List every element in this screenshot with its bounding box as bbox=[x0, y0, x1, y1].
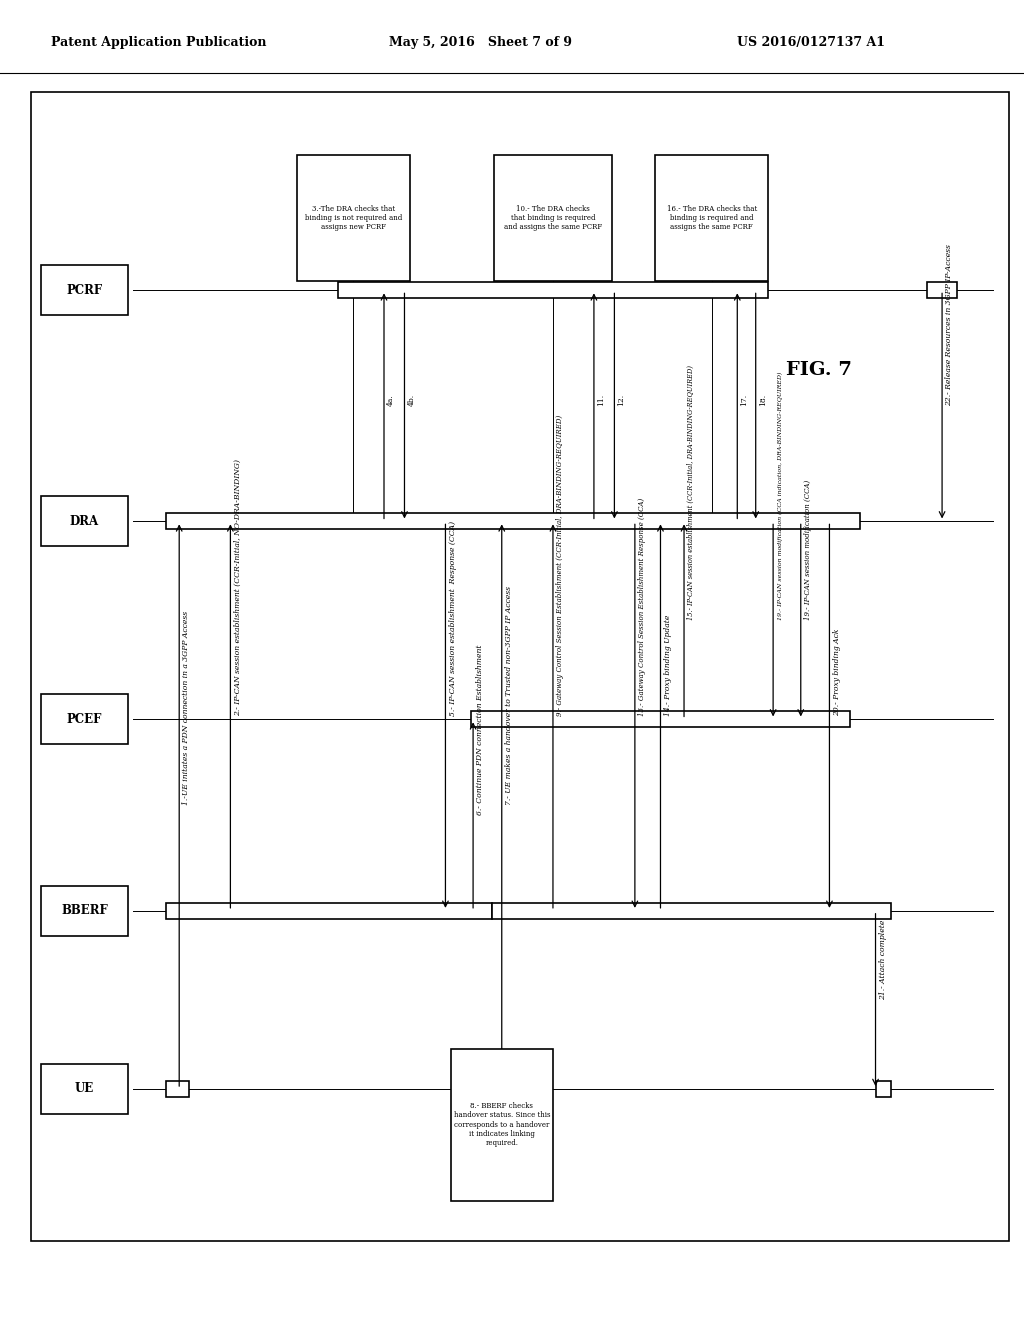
Bar bbox=[166, 903, 492, 919]
Text: 4a.: 4a. bbox=[387, 395, 395, 407]
Text: 12.: 12. bbox=[617, 393, 626, 407]
Text: 19.- IP-CAN session modification (CCA indication, DRA-BINDING-REQUIRED): 19.- IP-CAN session modification (CCA in… bbox=[777, 372, 783, 620]
Text: 5.- IP-CAN session establishment  Response (CCA): 5.- IP-CAN session establishment Respons… bbox=[449, 521, 457, 715]
Bar bbox=[471, 711, 850, 727]
Bar bbox=[41, 1064, 128, 1114]
Text: 18.: 18. bbox=[759, 393, 767, 407]
Text: 15.- IP-CAN session establishment (CCR-Initial, DRA-BINDING-REQUIRED): 15.- IP-CAN session establishment (CCR-I… bbox=[687, 366, 695, 620]
Text: UE: UE bbox=[75, 1082, 94, 1096]
Bar bbox=[876, 1081, 891, 1097]
Text: PCEF: PCEF bbox=[67, 713, 102, 726]
Bar bbox=[166, 513, 860, 529]
Text: 3.-The DRA checks that
binding is not required and
assigns new PCRF: 3.-The DRA checks that binding is not re… bbox=[305, 205, 401, 231]
Text: 22.- Release Resources in 3GPP IP-Access: 22.- Release Resources in 3GPP IP-Access bbox=[945, 244, 953, 407]
Text: FIG. 7: FIG. 7 bbox=[786, 360, 852, 379]
Text: 20.- Proxy binding Ack: 20.- Proxy binding Ack bbox=[833, 628, 841, 715]
Text: 14.- Proxy binding Update: 14.- Proxy binding Update bbox=[664, 615, 672, 715]
Text: May 5, 2016   Sheet 7 of 9: May 5, 2016 Sheet 7 of 9 bbox=[389, 36, 572, 49]
Bar bbox=[41, 886, 128, 936]
Text: 2.- IP-CAN session establishment (CCR-Initial, NO-DRA-BINDING): 2.- IP-CAN session establishment (CCR-In… bbox=[233, 459, 242, 715]
Text: 17.: 17. bbox=[740, 393, 749, 407]
Bar bbox=[31, 92, 1009, 1241]
Text: 11.: 11. bbox=[597, 393, 605, 407]
Bar bbox=[338, 282, 768, 298]
Bar bbox=[41, 265, 128, 315]
Text: DRA: DRA bbox=[70, 515, 99, 528]
Text: BBERF: BBERF bbox=[61, 904, 108, 917]
Bar bbox=[492, 903, 891, 919]
Text: 19.- IP-CAN session modification (CCA): 19.- IP-CAN session modification (CCA) bbox=[804, 480, 812, 620]
Text: 16.- The DRA checks that
binding is required and
assigns the same PCRF: 16.- The DRA checks that binding is requ… bbox=[667, 205, 757, 231]
Bar bbox=[297, 156, 410, 281]
Text: 21.- Attach complete: 21.- Attach complete bbox=[879, 920, 887, 1001]
Bar bbox=[451, 1048, 553, 1201]
Text: 7.- UE makes a handover to Trusted non-3GPP IP Access: 7.- UE makes a handover to Trusted non-3… bbox=[505, 586, 513, 805]
Text: 8.- BBERF checks
handover status. Since this
corresponds to a handover
it indica: 8.- BBERF checks handover status. Since … bbox=[454, 1102, 550, 1147]
Text: 10.- The DRA checks
that binding is required
and assigns the same PCRF: 10.- The DRA checks that binding is requ… bbox=[504, 205, 602, 231]
Text: 1.-UE initates a PDN connection in a 3GPP Access: 1.-UE initates a PDN connection in a 3GP… bbox=[182, 611, 190, 805]
Bar bbox=[495, 156, 612, 281]
Bar bbox=[41, 694, 128, 744]
Bar bbox=[41, 496, 128, 546]
Text: PCRF: PCRF bbox=[67, 284, 102, 297]
Text: Patent Application Publication: Patent Application Publication bbox=[51, 36, 266, 49]
Text: 6.- Continue PDN connection Establishment: 6.- Continue PDN connection Establishmen… bbox=[476, 644, 484, 814]
Bar bbox=[166, 1081, 189, 1097]
Text: 13.- Gateway Control Session Establishment Response (CCA): 13.- Gateway Control Session Establishme… bbox=[638, 498, 646, 715]
Bar bbox=[927, 282, 957, 298]
Text: 4b.: 4b. bbox=[408, 393, 416, 407]
Bar bbox=[655, 156, 768, 281]
Text: US 2016/0127137 A1: US 2016/0127137 A1 bbox=[737, 36, 886, 49]
Text: 9.- Gateway Control Session Establishment (CCR-Initial, DRA-BINDING-REQUIRED): 9.- Gateway Control Session Establishmen… bbox=[556, 414, 564, 715]
